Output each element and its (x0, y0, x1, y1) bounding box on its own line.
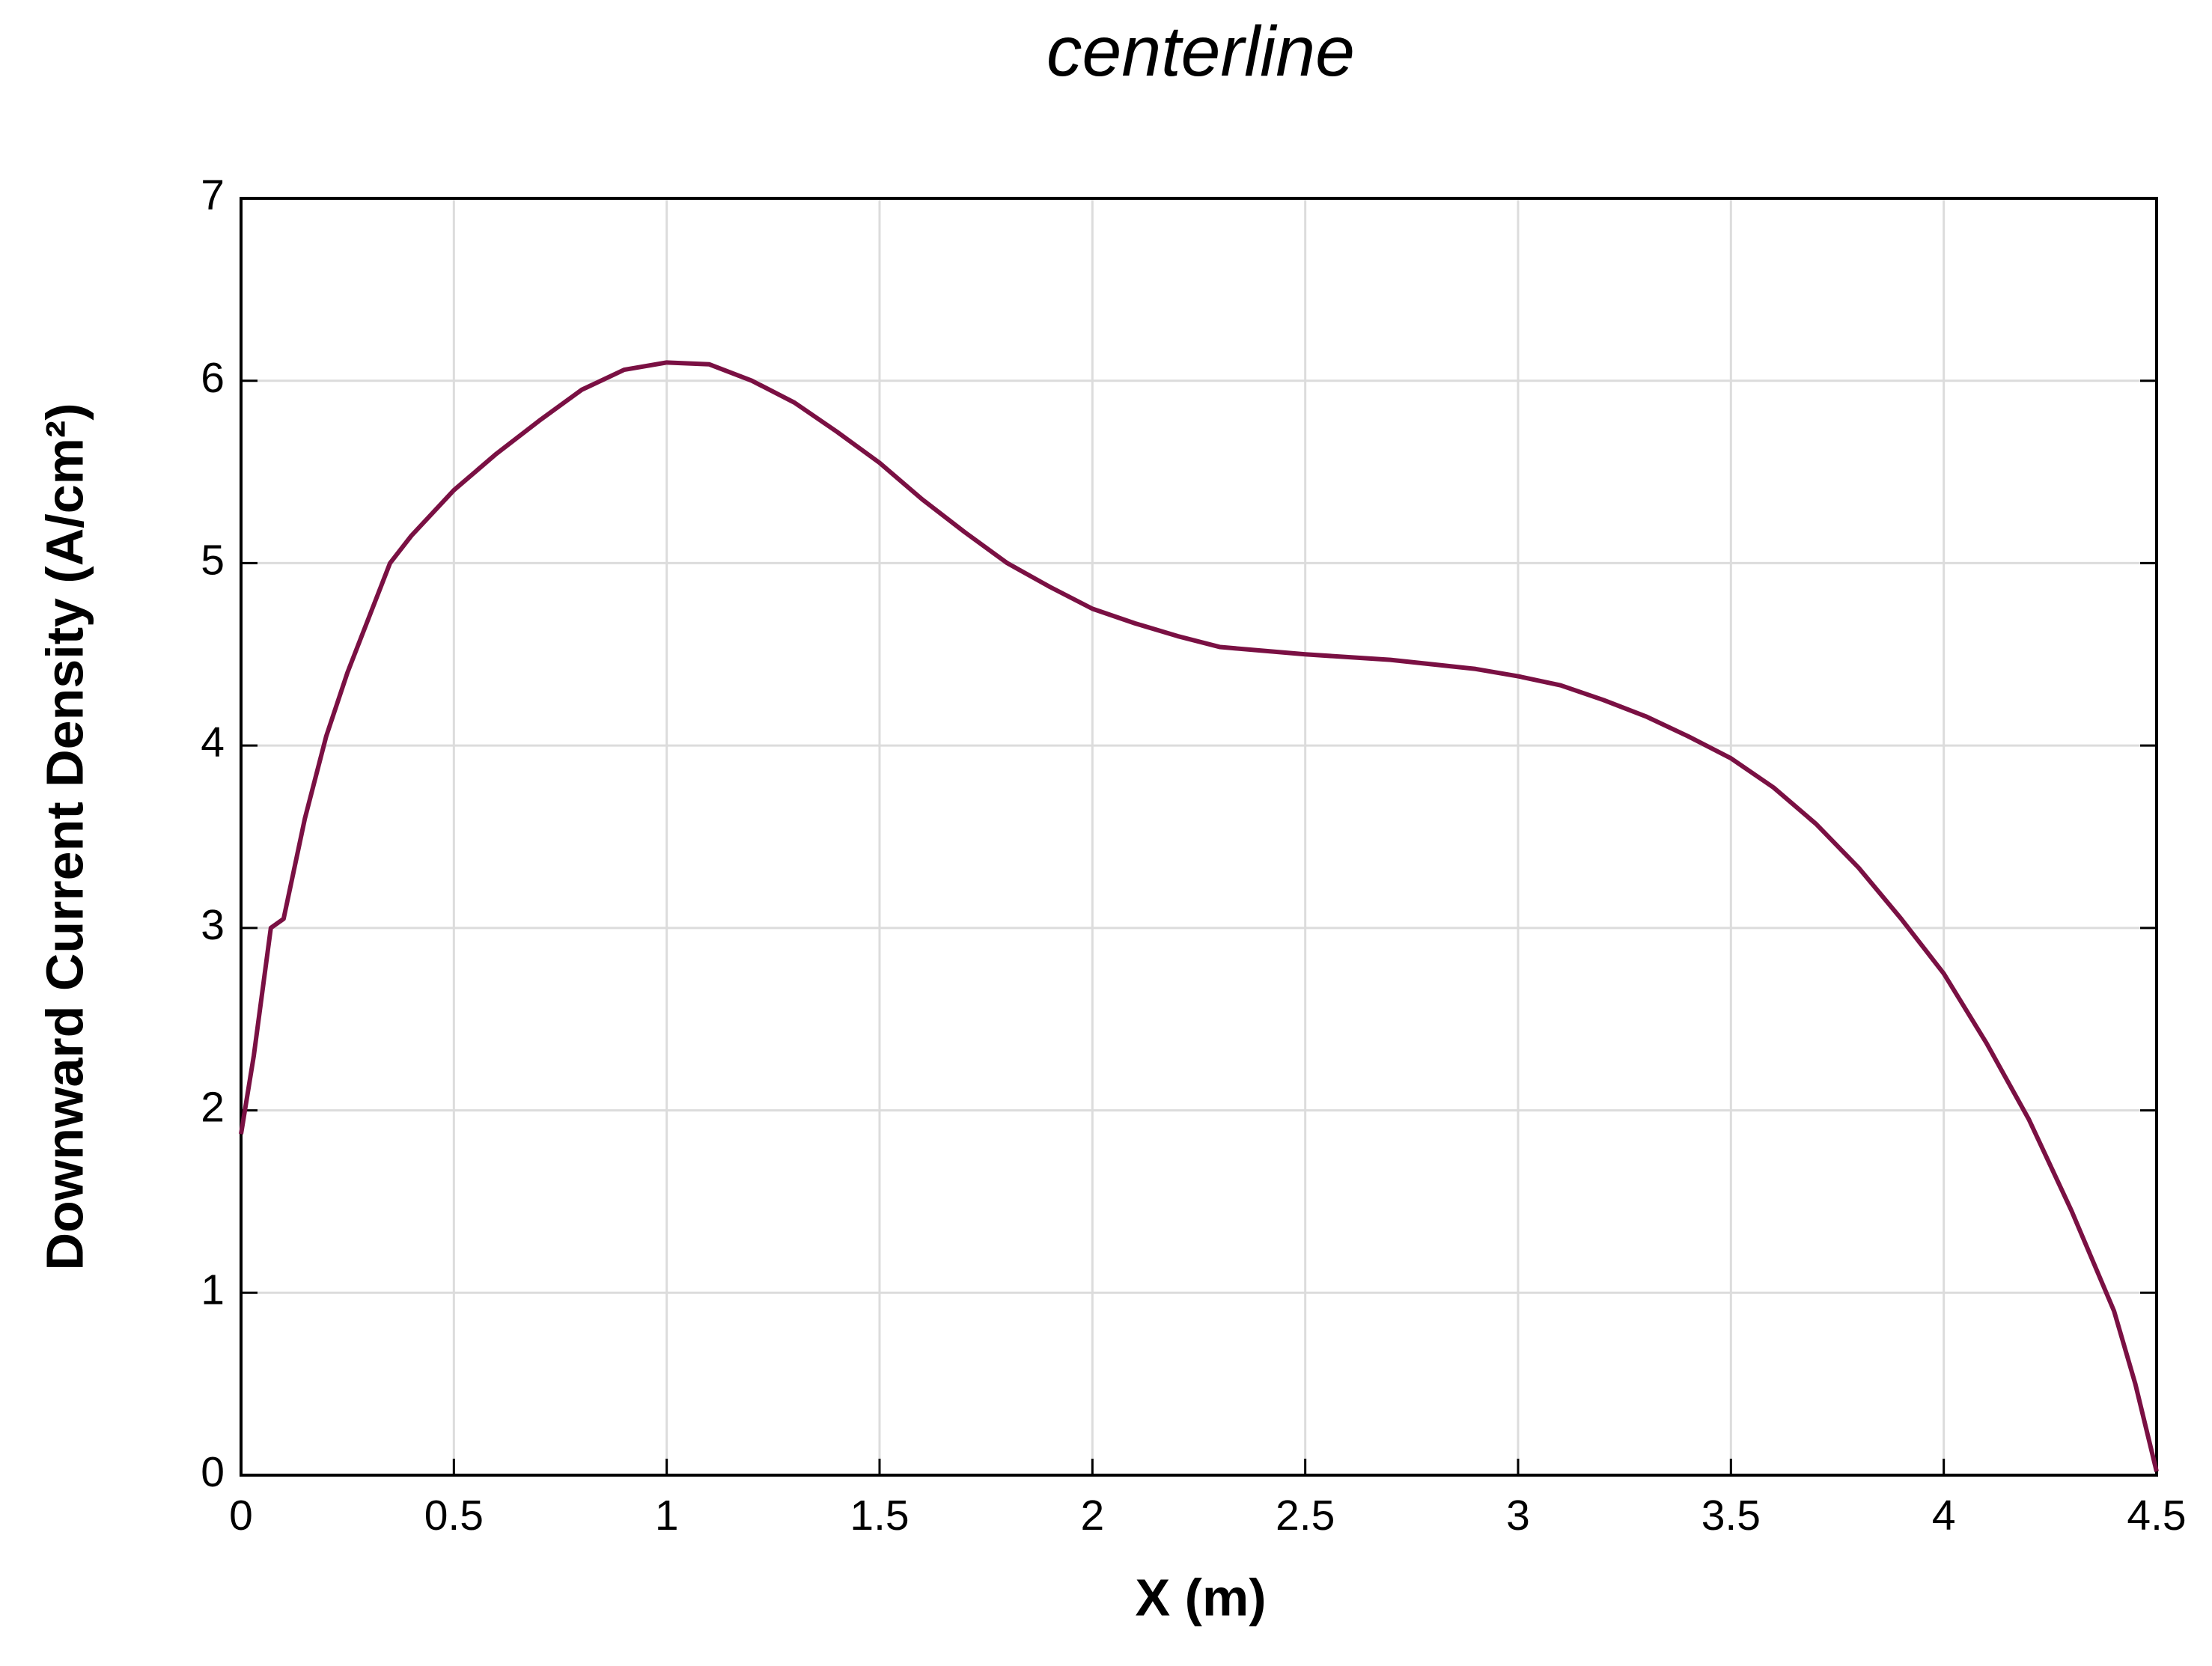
x-tick-label: 1 (655, 1492, 679, 1540)
y-tick-label: 4 (201, 718, 225, 766)
x-tick-label: 1.5 (850, 1492, 909, 1540)
y-tick-label: 0 (201, 1448, 225, 1496)
x-tick-label: 4 (1932, 1492, 1956, 1540)
y-tick-label: 6 (201, 354, 225, 402)
x-tick-label: 2.5 (1276, 1492, 1335, 1540)
y-tick-label: 3 (201, 901, 225, 949)
y-tick-label: 5 (201, 536, 225, 584)
x-tick-label: 0.5 (424, 1492, 484, 1540)
plot-frame (240, 197, 2158, 1477)
x-axis-label: X (m) (1136, 1568, 1267, 1626)
y-tick-label: 2 (201, 1084, 225, 1132)
data-line (239, 360, 2159, 1472)
y-tick-label: 1 (201, 1266, 225, 1313)
x-tick-label: 3 (1506, 1492, 1530, 1540)
x-tick-label: 3.5 (1701, 1492, 1761, 1540)
x-tick-label: 0 (229, 1492, 253, 1540)
y-tick-label: 7 (201, 171, 225, 219)
chart-title: centerline (1046, 12, 1355, 91)
y-axis-label: Downward Current Density (A/cm²) (35, 403, 94, 1271)
x-tick-label: 4.5 (2127, 1492, 2186, 1540)
x-tick-label: 2 (1080, 1492, 1104, 1540)
